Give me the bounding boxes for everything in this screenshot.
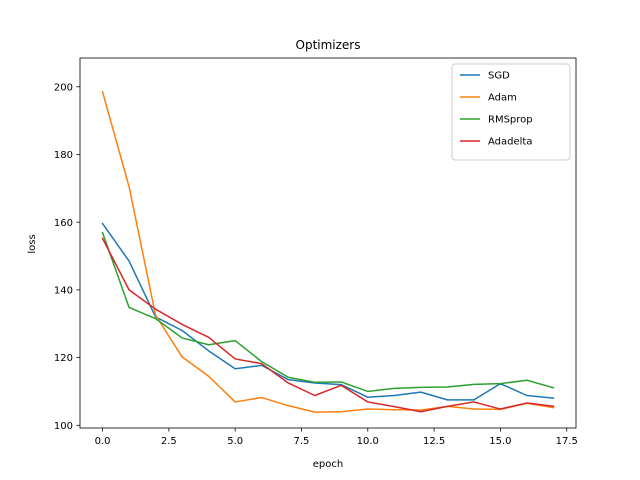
- series-line-sgd: [101, 222, 555, 401]
- legend-label-rmsprop: RMSprop: [488, 115, 533, 126]
- x-tick-label: 7.5: [294, 436, 310, 447]
- y-axis-title: loss: [27, 234, 38, 253]
- x-tick-label: 12.5: [423, 436, 445, 447]
- series-line-adadelta: [101, 237, 555, 413]
- plot-area-frame: [79, 57, 577, 429]
- x-tick-label: 15.0: [489, 436, 511, 447]
- legend-label-adadelta: Adadelta: [488, 137, 532, 148]
- x-axis-ticks: 0.0 2.5 5.0 7.5 10.0 12.5 15.0 17.5: [95, 428, 578, 447]
- y-tick-label: 100: [54, 421, 73, 432]
- x-axis-title: epoch: [313, 459, 343, 470]
- y-axis-ticks: 100 120 140 160 180 200: [54, 82, 80, 432]
- chart-title: Optimizers: [296, 38, 361, 52]
- legend-label-adam: Adam: [488, 93, 517, 104]
- legend-label-sgd: SGD: [488, 71, 510, 82]
- legend-box: [451, 63, 571, 161]
- x-tick-label: 0.0: [95, 436, 111, 447]
- y-tick-label: 160: [54, 218, 73, 229]
- y-tick-label: 180: [54, 150, 73, 161]
- x-tick-label: 17.5: [556, 436, 578, 447]
- y-tick-label: 140: [54, 285, 73, 296]
- y-tick-label: 120: [54, 353, 73, 364]
- y-tick-label: 200: [54, 82, 73, 93]
- x-tick-label: 2.5: [161, 436, 177, 447]
- x-tick-label: 10.0: [357, 436, 379, 447]
- plot-lines: [101, 90, 555, 413]
- series-line-adam: [101, 90, 555, 413]
- x-tick-label: 5.0: [227, 436, 243, 447]
- legend: SGD Adam RMSprop Adadelta: [451, 63, 571, 161]
- series-line-rmsprop: [101, 231, 555, 393]
